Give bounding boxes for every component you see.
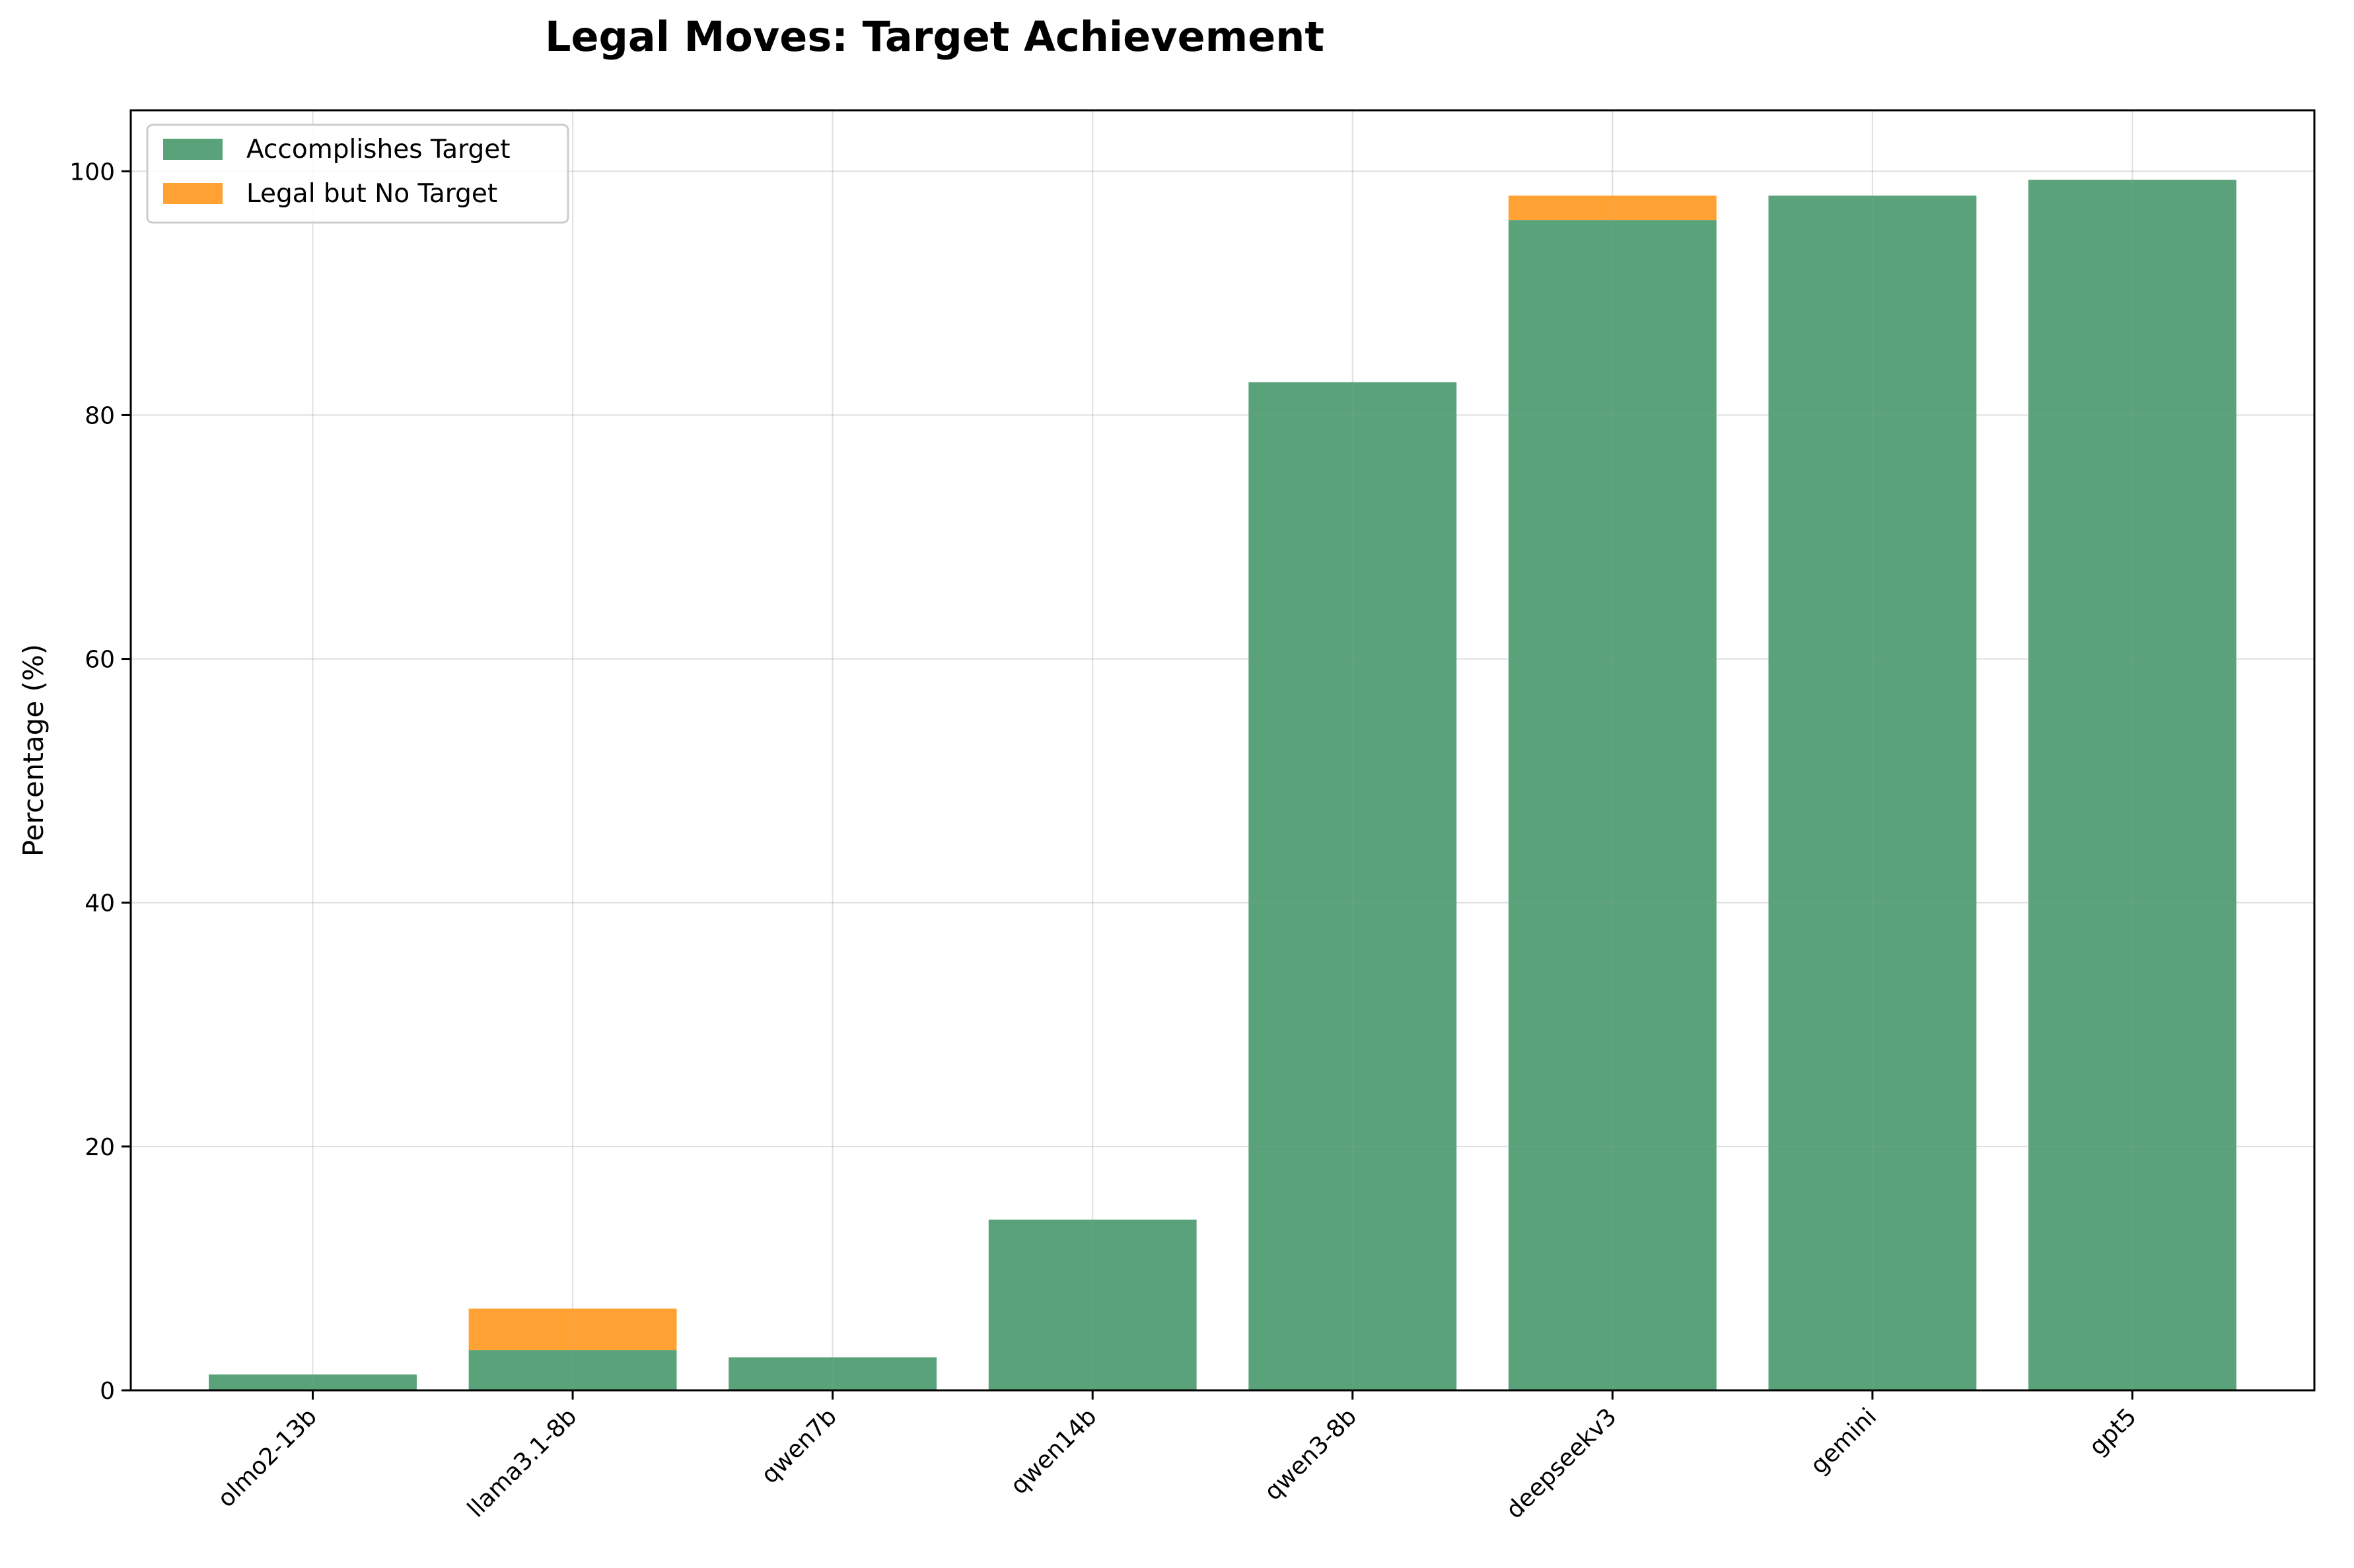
y-axis-label: Percentage (%) [17,644,50,857]
x-tick-label: olmo2-13b [213,1403,322,1513]
x-tick-label: llama3.1-8b [462,1403,582,1522]
legend-swatch-accomplishes-target [163,139,223,160]
x-tick-label: qwen14b [1005,1403,1102,1499]
y-tick-label: 20 [85,1134,115,1161]
grid [131,110,2314,1391]
y-tick-label: 40 [85,890,115,917]
legend-frame [146,124,569,224]
bar-accomplishes-target-qwen14b [988,1219,1197,1390]
bar-accomplishes-target-gpt5 [2028,180,2236,1391]
bar-accomplishes-target-deepseekv3 [1508,220,1717,1391]
grid-overlay [131,110,2314,1391]
bars [209,180,2236,1391]
bar-accomplishes-target-llama3.1-8b [468,1350,677,1390]
x-tick-label: qwen7b [756,1403,842,1489]
bar-accomplishes-target-qwen3-8b [1248,382,1457,1391]
x-tick-label: deepseekv3 [1501,1403,1622,1524]
y-tick-label: 0 [100,1378,115,1405]
y-tick-label: 100 [69,159,115,186]
x-tick-label: gemini [1805,1403,1882,1479]
legend-swatch-legal-but-no-target [163,183,223,204]
y-tick-label: 60 [85,647,115,674]
x-tick-label: gpt5 [2084,1403,2141,1460]
bar-legal-but-no-target-llama3.1-8b [468,1308,677,1351]
bar-accomplishes-target-olmo2-13b [209,1374,417,1390]
legend: Accomplishes Target Legal but No Target [146,124,569,224]
plot-frame [129,109,2316,1392]
legend-label-legal-but-no-target: Legal but No Target [246,179,497,209]
y-tick-label: 80 [85,402,115,429]
chart-title: Legal Moves: Target Achievement [545,13,1324,61]
legend-label-accomplishes-target: Accomplishes Target [246,135,511,164]
bar-accomplishes-target-qwen7b [729,1357,937,1390]
bar-legal-but-no-target-deepseekv3 [1508,196,1717,221]
bar-accomplishes-target-gemini [1768,196,1977,1391]
x-tick-label: qwen3-8b [1260,1403,1363,1506]
